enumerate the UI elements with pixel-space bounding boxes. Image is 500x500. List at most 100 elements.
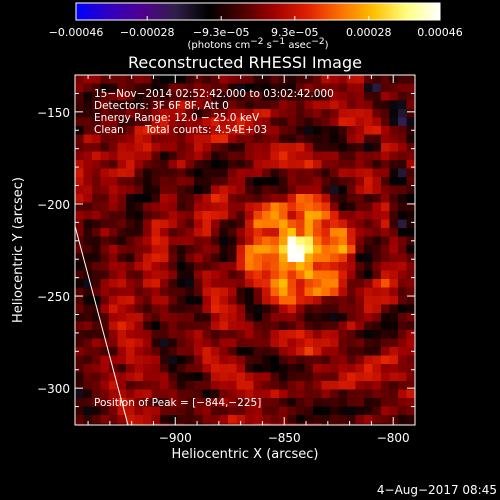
heatmap-cell xyxy=(134,185,144,195)
heatmap-cell xyxy=(160,236,169,246)
heatmap-cell xyxy=(253,287,263,297)
heatmap-cell xyxy=(109,338,118,348)
heatmap-cell xyxy=(83,151,93,161)
heatmap-cell xyxy=(185,75,195,84)
heatmap-cell xyxy=(338,134,348,144)
heatmap-cell xyxy=(219,347,229,356)
heatmap-cell xyxy=(126,168,135,178)
heatmap-cell xyxy=(398,92,407,101)
heatmap-cell xyxy=(92,117,101,127)
heatmap-cell xyxy=(75,270,84,280)
heatmap-cell xyxy=(126,160,135,169)
heatmap-cell xyxy=(168,406,178,416)
heatmap-cell xyxy=(126,364,135,373)
heatmap-cell xyxy=(160,389,169,399)
heatmap-cell xyxy=(270,211,280,220)
heatmap-cell xyxy=(126,372,135,382)
heatmap-cell xyxy=(245,126,254,135)
heatmap-cell xyxy=(381,270,390,280)
heatmap-cell xyxy=(321,372,331,382)
heatmap-cell xyxy=(109,202,118,212)
heatmap-cell xyxy=(75,321,84,331)
heatmap-cell xyxy=(406,389,415,399)
heatmap-cell xyxy=(143,381,152,390)
heatmap-cell xyxy=(389,389,399,399)
heatmap-cell xyxy=(347,228,356,237)
heatmap-cell xyxy=(151,245,161,254)
heatmap-cell xyxy=(160,92,169,101)
heatmap-cell xyxy=(75,381,84,390)
heatmap-cell xyxy=(245,270,254,280)
heatmap-cell xyxy=(228,245,237,254)
heatmap-cell xyxy=(355,304,365,314)
heatmap-cell xyxy=(160,168,169,178)
heatmap-cell xyxy=(313,296,322,305)
heatmap-cell xyxy=(160,372,169,382)
heatmap-cell xyxy=(372,270,382,280)
heatmap-cell xyxy=(372,423,382,425)
colorbar-tick-labels: −0.00046 −0.00028 −9.3e−05 9.3e−05 0.00028 0.… xyxy=(49,26,463,39)
heatmap-cell xyxy=(338,168,348,178)
heatmap-cell xyxy=(202,330,212,339)
heatmap-cell xyxy=(253,92,263,101)
heatmap-cell xyxy=(296,160,305,169)
heatmap-cell xyxy=(330,287,339,297)
heatmap-cell xyxy=(355,389,365,399)
heatmap-cell xyxy=(330,211,339,220)
heatmap-cell xyxy=(194,126,203,135)
heatmap-cell xyxy=(228,304,237,314)
heatmap-cell xyxy=(296,253,305,263)
heatmap-cell xyxy=(364,372,373,382)
heatmap-cell xyxy=(228,253,237,263)
heatmap-cell xyxy=(151,92,161,101)
heatmap-cell xyxy=(236,109,246,118)
heatmap-cell xyxy=(296,228,305,237)
heatmap-cell xyxy=(398,321,407,331)
heatmap-cell xyxy=(168,253,178,263)
heatmap-cell xyxy=(381,83,390,93)
heatmap-cell xyxy=(279,160,288,169)
heatmap-cell xyxy=(287,75,297,84)
heatmap-cell xyxy=(202,202,212,212)
heatmap-cell xyxy=(398,109,407,118)
heatmap-cell xyxy=(287,423,297,425)
heatmap-cell xyxy=(75,100,84,110)
heatmap-cell xyxy=(372,228,382,237)
heatmap-cell xyxy=(202,406,212,416)
heatmap-cell xyxy=(330,406,339,416)
heatmap-cell xyxy=(262,177,271,186)
heatmap-cell xyxy=(117,143,127,152)
heatmap-cell xyxy=(160,160,169,169)
heatmap-cell xyxy=(372,143,382,152)
heatmap-cell xyxy=(168,211,178,220)
heatmap-cell xyxy=(364,423,373,425)
heatmap-cell xyxy=(406,117,415,127)
heatmap-cell xyxy=(381,185,390,195)
heatmap-cell xyxy=(151,347,161,356)
heatmap-cell xyxy=(211,109,220,118)
heatmap-image xyxy=(75,75,415,425)
heatmap-cell xyxy=(372,313,382,322)
heatmap-cell xyxy=(245,168,254,178)
heatmap-cell xyxy=(330,177,339,186)
heatmap-cell xyxy=(100,415,110,424)
heatmap-cell xyxy=(228,381,237,390)
heatmap-cell xyxy=(279,117,288,127)
heatmap-cell xyxy=(245,355,254,365)
heatmap-cell xyxy=(253,185,263,195)
heatmap-cell xyxy=(253,126,263,135)
heatmap-cell xyxy=(270,270,280,280)
heatmap-cell xyxy=(270,423,280,425)
heatmap-cell xyxy=(279,253,288,263)
heatmap-cell xyxy=(75,355,84,365)
heatmap-cell xyxy=(296,330,305,339)
heatmap-cell xyxy=(406,83,415,93)
heatmap-cell xyxy=(100,347,110,356)
heatmap-cell xyxy=(151,109,161,118)
heatmap-cell xyxy=(92,304,101,314)
heatmap-cell xyxy=(364,100,373,110)
heatmap-cell xyxy=(279,287,288,297)
heatmap-cell xyxy=(160,423,169,425)
heatmap-cell xyxy=(83,338,93,348)
heatmap-cell xyxy=(406,372,415,382)
